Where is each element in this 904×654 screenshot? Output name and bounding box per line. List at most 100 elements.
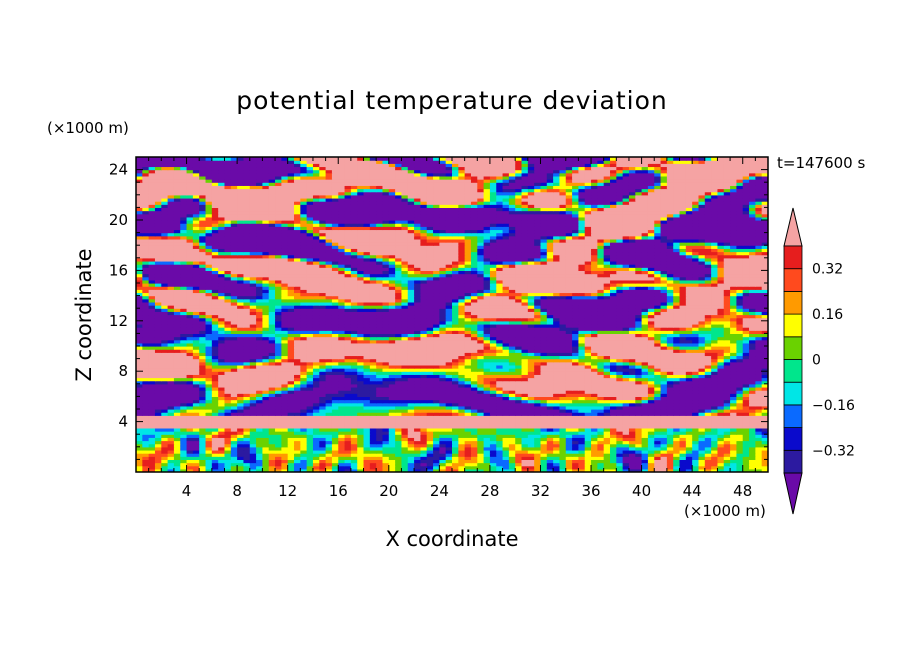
- field-cell: [660, 459, 668, 464]
- field-cell: [458, 349, 466, 353]
- field-cell: [249, 440, 257, 445]
- field-cell: [553, 409, 561, 413]
- field-cell: [635, 323, 643, 328]
- field-cell: [477, 352, 485, 357]
- field-cell: [268, 459, 276, 464]
- field-cell: [647, 364, 655, 369]
- field-cell: [433, 418, 440, 423]
- field-cell: [698, 339, 706, 344]
- field-cell: [249, 396, 257, 401]
- field-cell: [755, 317, 763, 322]
- field-cell: [186, 327, 194, 331]
- field-cell: [218, 446, 226, 451]
- field-cell: [426, 449, 434, 454]
- field-cell: [622, 352, 630, 357]
- field-cell: [660, 371, 668, 375]
- field-cell: [578, 320, 586, 325]
- field-cell: [641, 421, 649, 426]
- field-cell: [704, 421, 712, 426]
- field-cell: [679, 396, 687, 401]
- field-cell: [230, 346, 238, 350]
- field-cell: [622, 424, 630, 429]
- field-cell: [192, 390, 200, 394]
- field-cell: [395, 418, 403, 423]
- field-cell: [414, 377, 421, 382]
- field-cell: [262, 364, 270, 369]
- field-cell: [666, 317, 674, 322]
- field-cell: [268, 446, 276, 451]
- field-cell: [496, 377, 504, 382]
- field-cell: [578, 468, 586, 472]
- field-cell: [407, 437, 415, 442]
- field-cell: [603, 314, 611, 319]
- field-cell: [401, 465, 409, 470]
- field-cell: [218, 468, 226, 472]
- field-cell: [660, 349, 668, 353]
- field-cell: [237, 462, 245, 467]
- field-cell: [458, 468, 466, 472]
- field-cell: [369, 409, 377, 413]
- field-cell: [628, 409, 636, 413]
- field-cell: [452, 402, 459, 407]
- field-cell: [376, 449, 384, 454]
- field-cell: [628, 462, 636, 467]
- field-cell: [534, 368, 542, 372]
- field-cell: [489, 342, 497, 347]
- field-cell: [730, 399, 737, 404]
- field-cell: [654, 336, 662, 341]
- field-cell: [363, 342, 371, 347]
- field-cell: [477, 323, 485, 328]
- field-cell: [584, 364, 592, 369]
- field-cell: [654, 465, 662, 470]
- field-cell: [749, 380, 756, 385]
- field-cell: [186, 434, 194, 438]
- field-cell: [622, 443, 630, 448]
- field-cell: [616, 339, 624, 344]
- field-cell: [742, 390, 750, 394]
- field-cell: [666, 443, 674, 448]
- field-cell: [527, 371, 535, 375]
- field-cell: [382, 390, 390, 394]
- field-cell: [287, 424, 295, 429]
- field-cell: [224, 342, 232, 347]
- field-cell: [647, 424, 655, 429]
- field-cell: [148, 336, 156, 341]
- field-cell: [622, 330, 630, 334]
- field-cell: [628, 390, 636, 394]
- field-cell: [161, 402, 169, 407]
- field-cell: [559, 336, 567, 341]
- field-cell: [742, 358, 750, 363]
- field-cell: [654, 330, 662, 334]
- field-cell: [742, 424, 750, 429]
- field-cell: [445, 405, 453, 410]
- field-cell: [527, 427, 535, 432]
- field-cell: [395, 333, 403, 338]
- field-cell: [603, 374, 611, 379]
- field-cell: [382, 386, 390, 391]
- field-cell: [331, 339, 339, 344]
- field-cell: [673, 349, 681, 353]
- field-cell: [243, 390, 251, 394]
- field-cell: [142, 333, 150, 338]
- field-cell: [256, 421, 263, 426]
- field-cell: [660, 374, 668, 379]
- field-cell: [136, 402, 143, 407]
- field-cell: [742, 465, 750, 470]
- field-cell: [616, 330, 624, 334]
- field-cell: [496, 465, 504, 470]
- field-cell: [414, 405, 421, 410]
- field-cell: [382, 424, 390, 429]
- field-cell: [281, 358, 289, 363]
- field-cell: [452, 431, 459, 435]
- field-cell: [338, 405, 346, 410]
- field-cell: [306, 412, 314, 416]
- field-cell: [679, 399, 687, 404]
- field-cell: [572, 327, 579, 331]
- field-cell: [685, 409, 693, 413]
- field-cell: [534, 314, 542, 319]
- field-cell: [761, 371, 768, 375]
- field-cell: [344, 427, 352, 432]
- field-cell: [572, 339, 579, 344]
- field-cell: [218, 317, 226, 322]
- field-cell: [736, 468, 744, 472]
